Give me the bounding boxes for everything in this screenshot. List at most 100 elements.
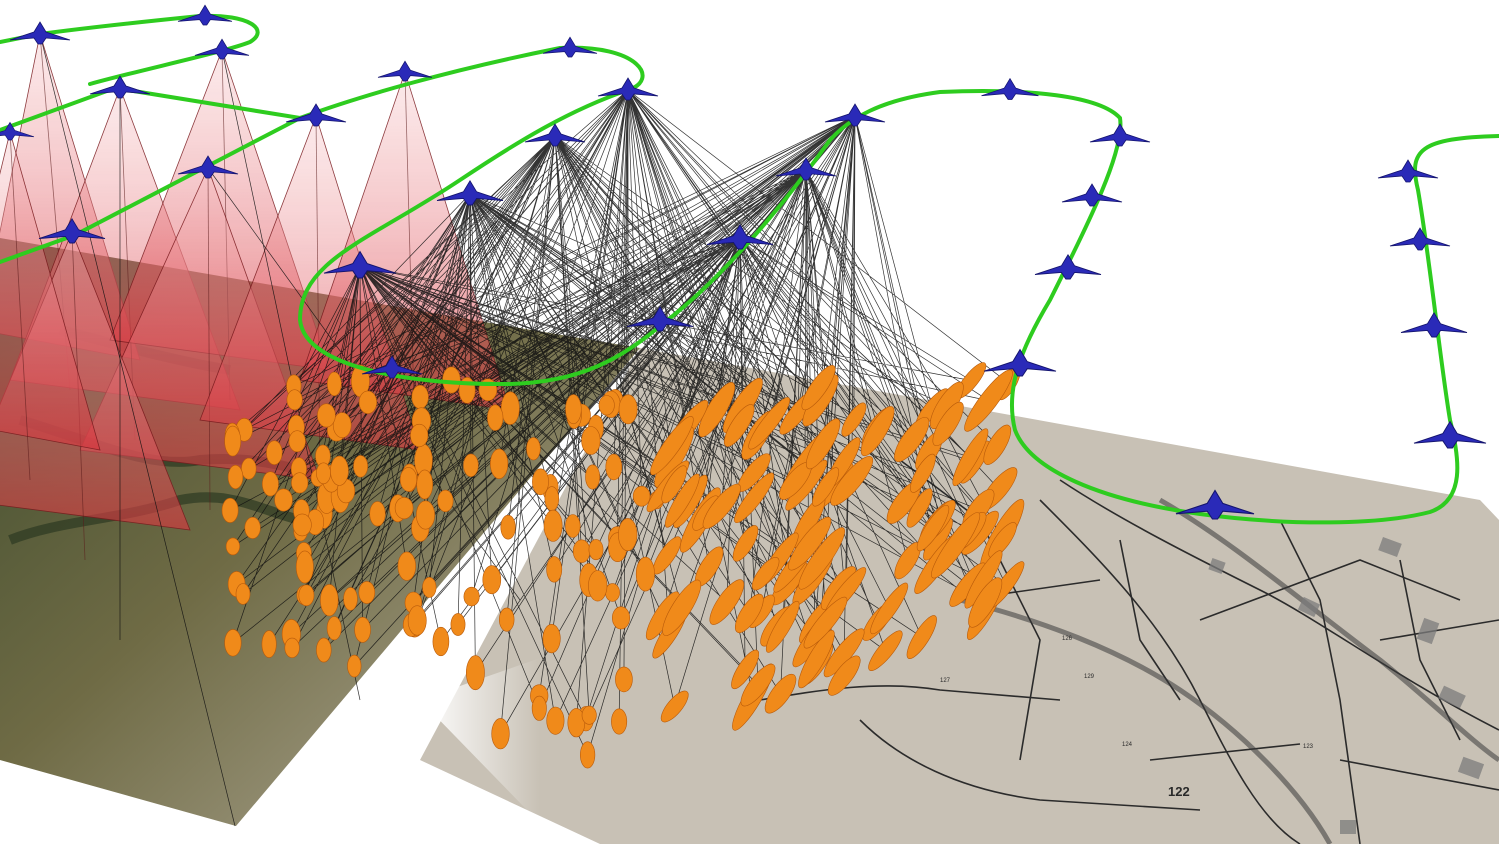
aircraft-icon [981,77,1039,100]
error-ellipsoid [291,472,309,494]
error-ellipsoid [611,708,628,735]
error-ellipsoid [411,384,429,410]
error-ellipsoid [320,584,339,617]
error-ellipsoid [482,565,502,595]
parcel-label: 127 [940,678,951,684]
error-ellipsoid [274,488,293,512]
error-ellipsoid [650,416,694,476]
error-ellipsoid [579,741,596,769]
aircraft-icon [706,223,774,250]
error-ellipsoid [288,430,306,453]
error-ellipsoid [437,489,454,513]
error-ellipsoid [581,705,597,725]
error-ellipsoid [343,587,358,611]
error-ellipsoid [910,453,936,493]
error-ellipsoid [906,615,937,659]
error-ellipsoid [812,467,840,507]
aircraft-positions [0,4,1487,520]
aircraft-icon [1400,311,1468,338]
error-ellipsoid [870,582,909,635]
error-ellipsoid [916,504,950,552]
error-ellipsoid [581,426,601,455]
error-ellipsoid [407,605,427,636]
aircraft-icon [1175,489,1255,520]
error-ellipsoid [664,473,700,528]
error-ellipsoid [298,584,315,607]
error-ellipsoid [615,666,633,693]
error-ellipsoid [806,418,841,470]
error-ellipsoid [399,467,418,492]
error-ellipsoid [983,424,1012,465]
error-ellipsoid [332,412,352,439]
error-ellipsoid [284,637,300,659]
parcel-label: 126 [1062,636,1073,642]
error-ellipsoid [588,539,604,561]
error-ellipsoid [326,616,342,641]
error-ellipsoid [841,402,867,437]
error-ellipsoid [543,509,563,542]
error-ellipsoid [499,607,515,632]
error-ellipsoid [565,514,581,538]
error-ellipsoid [588,570,608,602]
error-ellipsoid [734,593,764,634]
error-ellipsoid [487,404,504,431]
aircraft-icon [542,36,598,58]
aircraft-icon [1413,420,1487,449]
aircraft-icon [177,4,233,26]
error-ellipsoid [286,389,303,411]
aircraft-icon [194,38,250,60]
error-ellipsoid [765,600,800,653]
error-ellipsoid [709,579,745,625]
error-ellipsoid [632,485,651,507]
aircraft-icon [436,179,504,206]
error-ellipsoid [731,649,760,690]
cadastral-parcel-lines [759,459,1499,844]
building-blocks [1208,537,1485,834]
error-ellipsoid [988,522,1017,559]
aircraft-icon [1061,183,1123,207]
error-ellipsoid [227,464,244,490]
error-ellipsoid [605,583,620,602]
error-ellipsoid [465,655,485,691]
error-ellipsoid [244,516,261,539]
aircraft-icon [524,123,586,147]
aircraft-icon [377,60,433,82]
error-ellipsoid [751,557,780,591]
error-ellipsoid [964,369,1013,432]
error-ellipsoid [732,525,759,562]
error-ellipsoid [585,464,600,490]
error-ellipsoid [432,626,450,657]
camera-footprint-pyramids [0,33,511,561]
error-ellipsoid [968,577,1003,628]
error-ellipsoid [868,630,903,671]
error-ellipsoid [734,472,775,524]
aircraft-icon [38,217,106,244]
error-ellipsoid [662,579,702,636]
error-ellipsoid [952,428,989,487]
aircraft-icon [1034,253,1102,280]
aircraft-icon [597,77,659,101]
error-ellipsoid [442,366,461,394]
error-ellipsoid [490,448,509,479]
error-ellipsoid [224,425,242,457]
error-ellipsoid [221,497,239,523]
error-ellipsoid [860,406,895,457]
error-ellipsoid [235,583,251,605]
error-ellipsoid [326,371,342,397]
aircraft-icon [323,250,397,279]
error-ellipsoid [723,404,755,447]
error-ellipsoid [618,518,638,552]
error-ellipsoid [369,501,386,527]
error-ellipsoid [463,453,479,477]
aircraft-icon [177,155,239,179]
aircraft-icon [626,305,694,332]
error-ellipsoid [748,397,791,450]
error-ellipsoid [261,630,277,658]
error-ellipsoid [295,550,314,584]
aircraft-icon [0,121,35,141]
error-ellipsoid [241,457,257,480]
error-ellipsoid [261,471,279,497]
error-ellipsoid [546,706,565,735]
parcel-label: 129 [1084,674,1095,680]
